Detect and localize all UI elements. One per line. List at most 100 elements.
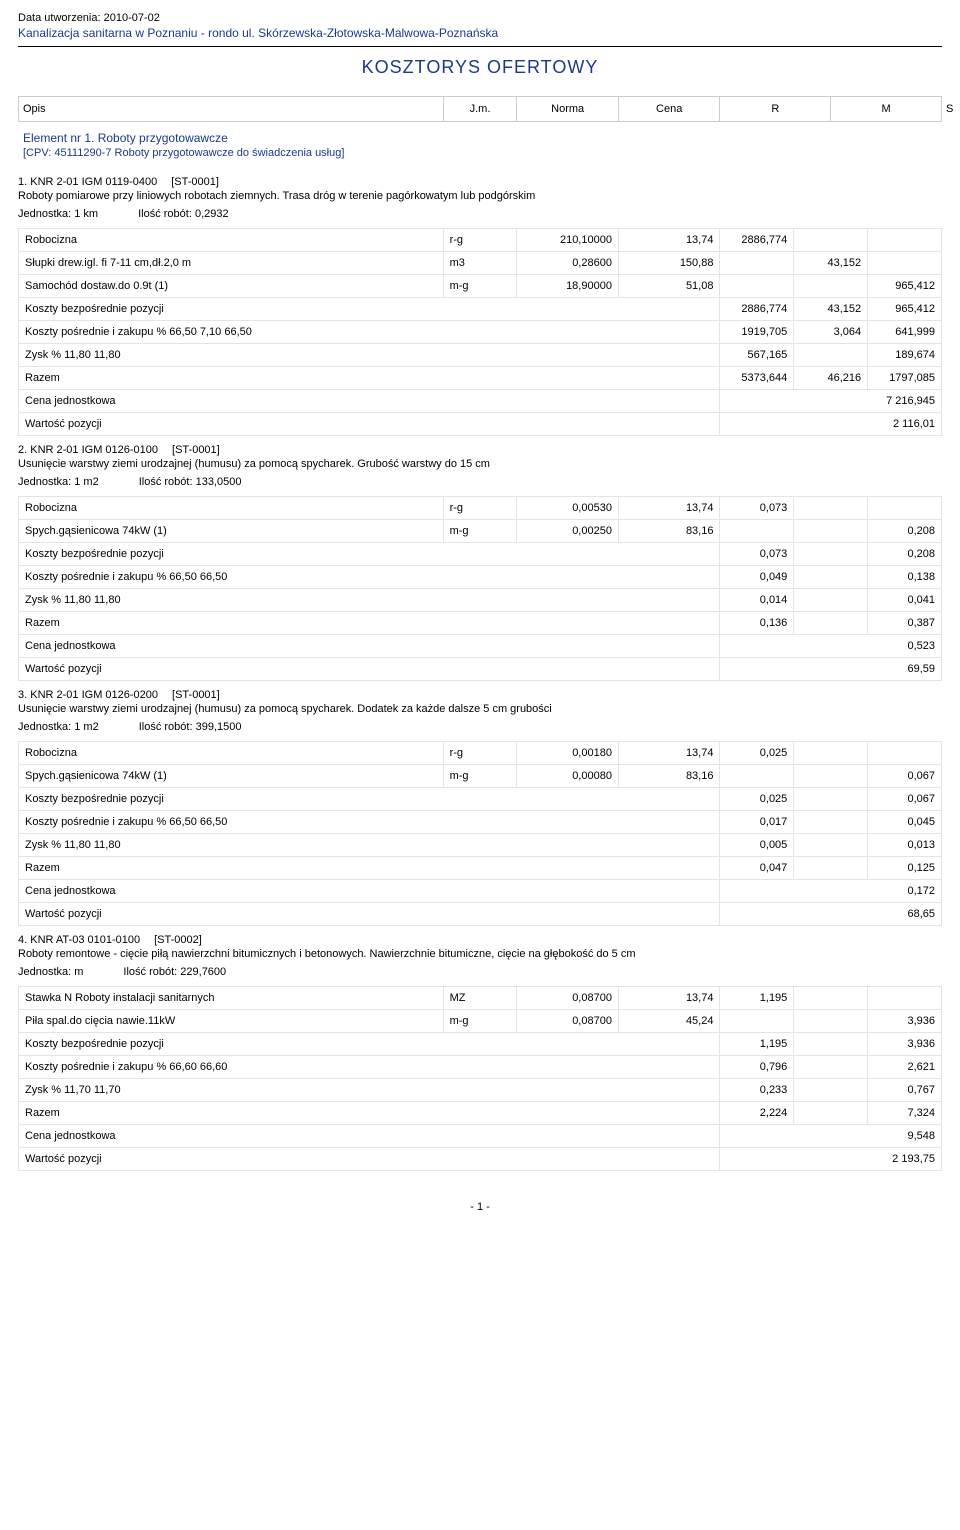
item-code: 2. KNR 2-01 IGM 0126-0100 xyxy=(18,444,158,456)
col-cena: Cena xyxy=(618,97,720,122)
table-row: Razem0,0470,125 xyxy=(19,857,942,880)
row-m xyxy=(794,1033,868,1056)
row-norm: 0,00250 xyxy=(517,520,619,543)
row-label: Słupki drew.igl. fi 7-11 cm,dł.2,0 m xyxy=(19,252,444,275)
row-r: 2,224 xyxy=(720,1102,794,1125)
row-label: Samochód dostaw.do 0.9t (1) xyxy=(19,275,444,298)
row-r: 2886,774 xyxy=(720,298,794,321)
row-full-value: 2 116,01 xyxy=(720,413,942,436)
table-row: Cena jednostkowa7 216,945 xyxy=(19,390,942,413)
row-r: 1,195 xyxy=(720,987,794,1010)
unit-label: Jednostka: 1 m2 xyxy=(18,721,99,733)
item-code: 4. KNR AT-03 0101-0100 xyxy=(18,934,140,946)
row-m xyxy=(794,788,868,811)
row-norm: 0,00530 xyxy=(517,497,619,520)
row-label: Spych.gąsienicowa 74kW (1) xyxy=(19,520,444,543)
col-m: M xyxy=(831,97,942,122)
row-r xyxy=(720,275,794,298)
table-row: Wartość pozycji69,59 xyxy=(19,658,942,681)
table-row: Samochód dostaw.do 0.9t (1)m-g18,9000051… xyxy=(19,275,942,298)
item-block: 4. KNR AT-03 0101-0100[ST-0002]Roboty re… xyxy=(18,930,942,1171)
row-s: 3,936 xyxy=(868,1033,942,1056)
row-norm: 0,08700 xyxy=(517,1010,619,1033)
table-row: Piła spal.do cięcia nawie.11kWm-g0,08700… xyxy=(19,1010,942,1033)
row-label: Koszty pośrednie i zakupu % 66,50 66,50 xyxy=(19,566,720,589)
row-m xyxy=(794,566,868,589)
row-label: Razem xyxy=(19,1102,720,1125)
item-data-table: Robociznar-g0,0053013,740,073Spych.gąsie… xyxy=(18,496,942,681)
table-row: Koszty bezpośrednie pozycji1,1953,936 xyxy=(19,1033,942,1056)
table-row: Koszty bezpośrednie pozycji0,0730,208 xyxy=(19,543,942,566)
row-r: 567,165 xyxy=(720,344,794,367)
item-st: [ST-0001] xyxy=(172,444,220,456)
row-s xyxy=(868,229,942,252)
row-cena: 13,74 xyxy=(618,987,720,1010)
qty-label: Ilość robót: 0,2932 xyxy=(138,208,229,220)
row-label: Wartość pozycji xyxy=(19,413,720,436)
row-r: 1,195 xyxy=(720,1033,794,1056)
document-title: KOSZTORYS OFERTOWY xyxy=(18,57,942,78)
row-m xyxy=(794,834,868,857)
divider xyxy=(18,46,942,47)
col-r: R xyxy=(720,97,831,122)
row-full-value: 2 193,75 xyxy=(720,1148,942,1171)
row-label: Cena jednostkowa xyxy=(19,635,720,658)
row-label: Zysk % 11,70 11,70 xyxy=(19,1079,720,1102)
row-full-value: 0,172 xyxy=(720,880,942,903)
row-full-value: 7 216,945 xyxy=(720,390,942,413)
item-data-table: Robociznar-g210,1000013,742886,774Słupki… xyxy=(18,228,942,436)
row-m xyxy=(794,1056,868,1079)
col-opis: Opis xyxy=(19,97,444,122)
table-row: Razem0,1360,387 xyxy=(19,612,942,635)
row-s: 0,013 xyxy=(868,834,942,857)
table-row: Stawka N Roboty instalacji sanitarnychMZ… xyxy=(19,987,942,1010)
item-desc: Roboty pomiarowe przy liniowych robotach… xyxy=(18,190,942,206)
row-cena: 83,16 xyxy=(618,520,720,543)
row-label: Robocizna xyxy=(19,742,444,765)
row-s: 0,138 xyxy=(868,566,942,589)
row-m xyxy=(794,229,868,252)
row-s: 1797,085 xyxy=(868,367,942,390)
row-r: 0,796 xyxy=(720,1056,794,1079)
row-r: 0,025 xyxy=(720,788,794,811)
row-cena: 45,24 xyxy=(618,1010,720,1033)
row-m xyxy=(794,612,868,635)
table-row: Razem2,2247,324 xyxy=(19,1102,942,1125)
table-row: Cena jednostkowa0,523 xyxy=(19,635,942,658)
table-row: Spych.gąsienicowa 74kW (1)m-g0,0008083,1… xyxy=(19,765,942,788)
row-s: 2,621 xyxy=(868,1056,942,1079)
project-title: Kanalizacja sanitarna w Poznaniu - rondo… xyxy=(18,26,942,40)
row-m xyxy=(794,987,868,1010)
row-s: 0,041 xyxy=(868,589,942,612)
element-title: Element nr 1. Roboty przygotowawcze xyxy=(19,123,942,148)
unit-line: Jednostka: 1 kmIlość robót: 0,2932 xyxy=(18,206,942,228)
row-label: Razem xyxy=(19,367,720,390)
row-m: 43,152 xyxy=(794,298,868,321)
row-m xyxy=(794,811,868,834)
row-jm: MZ xyxy=(443,987,517,1010)
row-s: 0,125 xyxy=(868,857,942,880)
row-s: 3,936 xyxy=(868,1010,942,1033)
row-s: 965,412 xyxy=(868,298,942,321)
row-s: 965,412 xyxy=(868,275,942,298)
item-st: [ST-0001] xyxy=(172,689,220,701)
row-r: 2886,774 xyxy=(720,229,794,252)
row-cena: 13,74 xyxy=(618,742,720,765)
row-r xyxy=(720,1010,794,1033)
row-full-value: 0,523 xyxy=(720,635,942,658)
row-m xyxy=(794,1010,868,1033)
row-label: Koszty pośrednie i zakupu % 66,60 66,60 xyxy=(19,1056,720,1079)
table-row: Wartość pozycji2 193,75 xyxy=(19,1148,942,1171)
table-row: Zysk % 11,80 11,80567,165189,674 xyxy=(19,344,942,367)
row-label: Piła spal.do cięcia nawie.11kW xyxy=(19,1010,444,1033)
item-desc: Usunięcie warstwy ziemi urodzajnej (humu… xyxy=(18,703,942,719)
row-label: Wartość pozycji xyxy=(19,1148,720,1171)
row-m xyxy=(794,742,868,765)
table-row: Wartość pozycji2 116,01 xyxy=(19,413,942,436)
row-label: Robocizna xyxy=(19,229,444,252)
row-norm: 210,10000 xyxy=(517,229,619,252)
qty-label: Ilość robót: 399,1500 xyxy=(139,721,242,733)
qty-label: Ilość robót: 229,7600 xyxy=(123,966,226,978)
row-jm: m-g xyxy=(443,765,517,788)
item-st: [ST-0002] xyxy=(154,934,202,946)
